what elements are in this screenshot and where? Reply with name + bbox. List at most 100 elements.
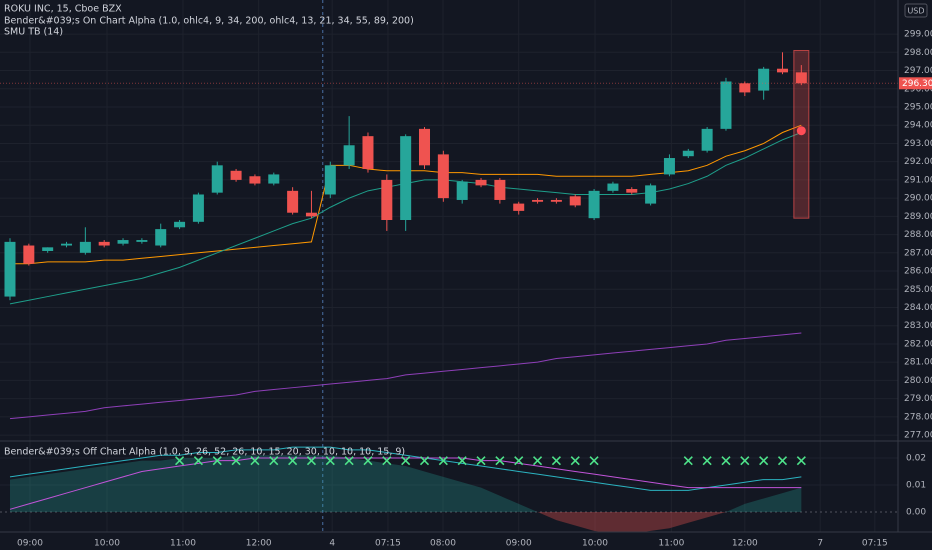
candle-body [42, 247, 54, 251]
candle-body [381, 179, 393, 220]
currency: USD [907, 7, 924, 16]
y-tick-label: 292.00 [904, 157, 932, 167]
oscillator-line [9, 457, 802, 510]
signal-cross [721, 456, 731, 466]
candle-body [437, 154, 449, 199]
signal-cross [212, 456, 222, 466]
y-tick-label: 290.00 [904, 194, 932, 204]
signal-cross [174, 456, 185, 466]
candle-body [701, 128, 713, 151]
signal-cross [570, 456, 580, 466]
candle-body [494, 179, 506, 200]
signal-dot [796, 126, 806, 136]
y-tick-label: 298.00 [904, 48, 932, 58]
x-tick-label: 11:00 [658, 539, 684, 549]
candle-body [287, 190, 299, 213]
candle-body [569, 196, 581, 206]
signal-cross [740, 456, 750, 466]
y-tick-label: 293.00 [904, 139, 932, 149]
currency-badge[interactable] [904, 3, 928, 18]
x-tick-label: 09:00 [17, 539, 43, 549]
candle-body [136, 240, 148, 242]
signal-cross [702, 456, 712, 466]
x-tick-label: 12:00 [732, 539, 758, 549]
signal-cross [401, 456, 411, 466]
signal-cross [419, 456, 430, 466]
chart-title: ROKU INC, 15, Cboe BZX [4, 4, 122, 15]
signal-cross [250, 456, 260, 466]
candle-body [550, 199, 562, 202]
x-tick-label: 12:00 [246, 539, 272, 549]
candle-body [249, 176, 261, 184]
signal-cross [551, 456, 561, 466]
signal-cross [363, 456, 373, 466]
oscillator-line [9, 446, 802, 491]
x-tick-label: 10:00 [94, 539, 120, 549]
y-tick-label: 280.00 [904, 376, 932, 386]
y-tick-label: 0.01 [906, 480, 926, 490]
candle-body [682, 150, 694, 157]
y-tick-label: 0.00 [906, 508, 926, 518]
signal-cross [438, 456, 448, 466]
x-tick-label: 7 [817, 539, 823, 549]
last-price-label: 296.30 [902, 79, 932, 89]
candle-body [61, 243, 73, 246]
signal-cross [476, 456, 486, 466]
y-tick-label: 289.00 [904, 212, 932, 222]
candle-body [475, 179, 487, 186]
x-tick-label: 07:15 [862, 539, 888, 549]
candle-body [117, 240, 129, 244]
x-tick-label: 09:00 [506, 539, 532, 549]
candle-body [645, 185, 657, 204]
y-tick-label: 288.00 [904, 230, 932, 240]
legend-line: SMU TB (14) [4, 27, 63, 38]
x-tick-label: 10:00 [582, 539, 608, 549]
y-tick-label: 278.00 [904, 412, 932, 422]
signal-cross [514, 456, 524, 466]
oscillator-area [9, 455, 802, 512]
candle-body [607, 183, 619, 191]
candle-body [720, 81, 732, 129]
y-tick-label: 297.00 [904, 66, 932, 76]
signal-cross [325, 456, 335, 466]
candle-body [23, 245, 35, 264]
candle-body [79, 241, 91, 253]
candle-body [739, 83, 751, 93]
x-tick-label: 11:00 [170, 539, 196, 549]
candle-body [155, 229, 167, 246]
y-tick-label: 0.02 [906, 453, 926, 463]
candle-body [324, 165, 336, 195]
signal-cross [231, 456, 241, 466]
y-tick-label: 283.00 [904, 321, 932, 331]
pane-title: Bender&#039;s Off Chart Alpha (1.0, 9, 2… [4, 447, 405, 458]
candle-body [456, 181, 468, 200]
y-tick-label: 295.00 [904, 102, 932, 112]
last-price-tag [899, 77, 932, 90]
candle-body [305, 212, 317, 217]
y-tick-label: 286.00 [904, 267, 932, 277]
y-tick-label: 285.00 [904, 285, 932, 295]
candle-body [211, 165, 223, 193]
marks-layer [0, 49, 898, 532]
y-tick-label: 299.00 [904, 30, 932, 40]
signal-cross [759, 456, 769, 466]
candle-body [588, 190, 600, 219]
signal-cross [457, 456, 467, 466]
signal-cross [532, 456, 543, 466]
y-tick-label: 282.00 [904, 339, 932, 349]
legend-line: Bender&#039;s On Chart Alpha (1.0, ohlc4… [4, 16, 414, 27]
oscillator-area [9, 512, 802, 532]
labels-layer: 277.00 278.00 279.00 280.00 281.00 282.00 283.… [17, 30, 932, 549]
y-tick-label: 291.00 [904, 175, 932, 185]
candle-body [98, 241, 110, 246]
y-tick-label: 281.00 [904, 358, 932, 368]
candle-body [513, 203, 525, 211]
signal-cross [344, 456, 354, 466]
candle-body [362, 136, 374, 169]
candle-body [4, 241, 16, 297]
candle-body [174, 221, 186, 228]
candle-body [532, 199, 544, 202]
signal-cross [495, 456, 505, 466]
indicator-line [9, 332, 802, 420]
